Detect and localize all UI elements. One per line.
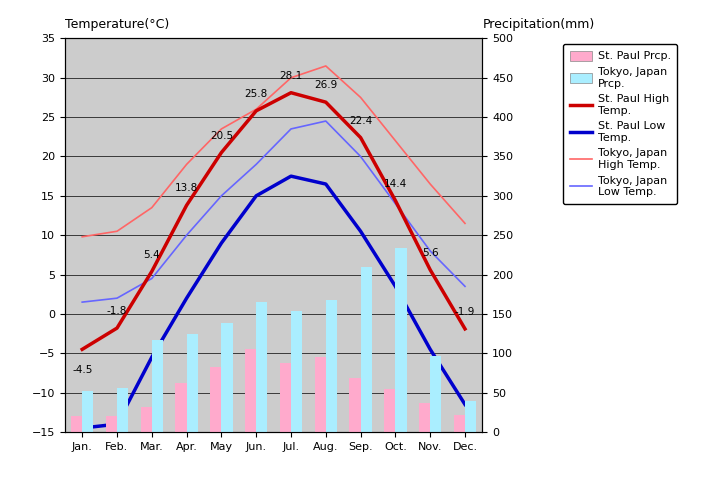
Bar: [140, 407, 152, 432]
Bar: [454, 415, 465, 432]
Text: -1.8: -1.8: [107, 306, 127, 316]
Text: 22.4: 22.4: [349, 116, 372, 126]
Text: Temperature(°C): Temperature(°C): [65, 18, 169, 31]
Bar: [245, 349, 256, 432]
Bar: [210, 368, 222, 432]
Text: -1.9: -1.9: [455, 307, 475, 317]
Text: Precipitation(mm): Precipitation(mm): [482, 18, 595, 31]
Bar: [280, 363, 291, 432]
Bar: [431, 356, 441, 432]
Bar: [256, 302, 267, 432]
Bar: [419, 403, 431, 432]
Bar: [106, 416, 117, 432]
Text: -4.5: -4.5: [72, 365, 92, 375]
Text: 13.8: 13.8: [175, 183, 198, 193]
Bar: [361, 267, 372, 432]
Bar: [152, 340, 163, 432]
Text: 20.5: 20.5: [210, 131, 233, 141]
Bar: [117, 388, 128, 432]
Bar: [384, 389, 395, 432]
Bar: [349, 378, 361, 432]
Bar: [71, 416, 82, 432]
Text: 5.4: 5.4: [143, 250, 160, 260]
Bar: [176, 383, 186, 432]
Bar: [291, 311, 302, 432]
Bar: [315, 357, 325, 432]
Text: 14.4: 14.4: [384, 179, 407, 189]
Bar: [395, 248, 407, 432]
Bar: [325, 300, 337, 432]
Bar: [222, 324, 233, 432]
Legend: St. Paul Prcp., Tokyo, Japan
Prcp., St. Paul High
Temp., St. Paul Low
Temp., Tok: St. Paul Prcp., Tokyo, Japan Prcp., St. …: [563, 44, 678, 204]
Text: 25.8: 25.8: [245, 89, 268, 99]
Bar: [186, 334, 198, 432]
Bar: [465, 400, 476, 432]
Text: 26.9: 26.9: [314, 80, 338, 90]
Bar: [82, 391, 94, 432]
Text: 5.6: 5.6: [422, 248, 438, 258]
Text: 28.1: 28.1: [279, 71, 302, 81]
